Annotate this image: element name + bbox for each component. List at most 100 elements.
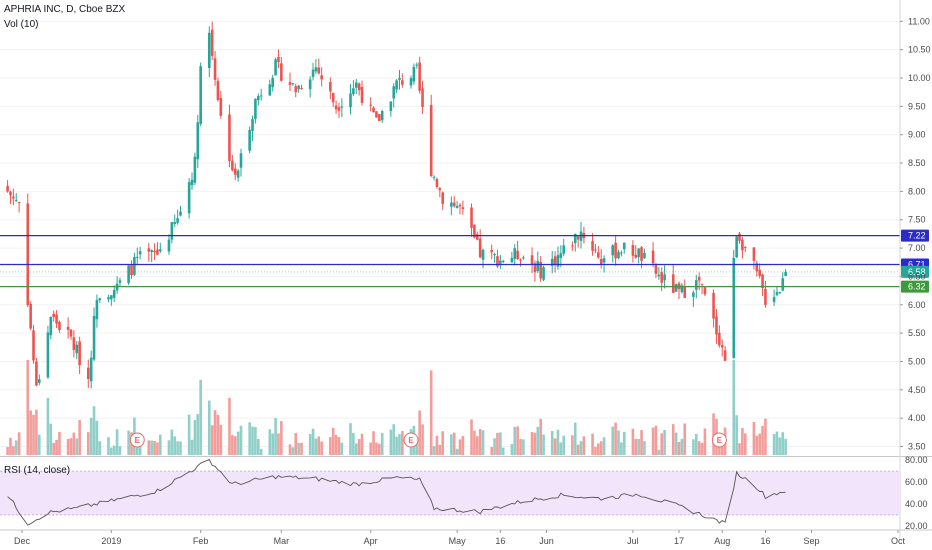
volume-bar	[311, 428, 315, 455]
candle-body	[190, 180, 194, 186]
volume-bar	[233, 436, 237, 455]
volume-bar	[738, 443, 741, 455]
volume-bar	[651, 427, 655, 455]
candle-body	[75, 344, 79, 354]
volume-bar	[435, 435, 439, 455]
price-tick-label: 11.00	[908, 16, 930, 26]
volume-bar	[110, 447, 113, 455]
price-tick-label: 6.00	[908, 300, 926, 310]
candle-body	[651, 250, 655, 264]
volume-bar	[167, 440, 171, 455]
volume-bar	[291, 447, 295, 455]
volume-bar	[274, 417, 277, 455]
candle-body	[311, 69, 315, 77]
rsi-legend[interactable]: RSI (14, close)	[4, 465, 70, 476]
earnings-marker[interactable]	[711, 432, 727, 448]
candle-body	[248, 129, 251, 151]
candle-body	[95, 300, 99, 320]
volume-bar	[712, 413, 715, 455]
time-tick-label: Apr	[364, 536, 378, 546]
earnings-marker[interactable]	[129, 432, 145, 448]
volume-bar	[418, 410, 421, 455]
candle-body	[196, 122, 200, 160]
candle-body	[778, 291, 782, 293]
volume-bar	[501, 447, 505, 455]
volume-bar	[32, 414, 35, 455]
candle-body	[320, 75, 323, 80]
volume-legend[interactable]: Vol (10)	[4, 19, 38, 30]
volume-bar	[778, 437, 782, 455]
volume-bar	[190, 439, 194, 455]
candle-body	[268, 84, 272, 96]
volume-bar	[582, 436, 586, 455]
candle-body	[435, 179, 439, 187]
earnings-marker[interactable]	[403, 432, 419, 448]
volume-bar	[677, 442, 681, 455]
volume-bar	[92, 406, 96, 455]
volume-bar	[231, 434, 234, 455]
time-tick-label: 17	[674, 536, 684, 546]
price-tick-label: 9.00	[908, 130, 926, 140]
volume-bar	[352, 432, 355, 455]
candle-body	[187, 182, 191, 214]
candle-body	[493, 254, 496, 256]
volume-bar	[153, 440, 156, 455]
candle-body	[297, 85, 300, 90]
candle-body	[14, 199, 18, 201]
candle-body	[743, 247, 747, 249]
candle-body	[475, 234, 479, 240]
candle-body	[663, 274, 666, 281]
candle-body	[597, 252, 600, 258]
candle-body	[340, 106, 344, 108]
symbol-legend[interactable]: APHRIA INC, D, Cboe BZX	[4, 4, 125, 15]
volume-bar	[159, 434, 162, 455]
volume-bar	[398, 434, 401, 455]
volume-bar	[219, 424, 223, 455]
candle-body	[199, 66, 202, 124]
volume-bar	[329, 437, 332, 455]
candle-body	[438, 188, 442, 191]
volume-bar	[743, 433, 747, 455]
time-axis[interactable]: Dec 2019 Feb Mar Apr May 16 Jun Jul 17 Aug 16 Sep Oct	[14, 530, 906, 546]
candle-body	[671, 274, 675, 293]
candle-body	[398, 77, 401, 80]
candle-body	[233, 168, 237, 175]
price-tick-label: 6.50	[908, 271, 926, 281]
time-tick-label: 2019	[101, 536, 121, 546]
volume-bar	[640, 430, 643, 455]
volume-bar	[46, 397, 50, 455]
candle-body	[395, 80, 398, 90]
candle-body	[69, 329, 73, 337]
volume-bar	[115, 429, 119, 455]
candle-body	[360, 86, 364, 103]
candle-body	[29, 303, 32, 329]
volume-bar	[228, 397, 231, 455]
candle-body	[697, 276, 701, 281]
candle-body	[110, 295, 113, 300]
volume-bar	[470, 419, 473, 455]
volume-bar	[703, 428, 707, 455]
candle-body	[542, 267, 545, 280]
price-tick-label: 4.00	[908, 413, 926, 423]
candle-body	[219, 98, 223, 116]
price-axis[interactable]: 11.00 10.50 10.00 9.50 9.00 8.50 8.00 7.50 7.00 6…	[899, 0, 931, 540]
candle-body	[576, 236, 580, 240]
candle-body	[501, 260, 505, 262]
candle-body	[519, 259, 522, 261]
volume-bar	[441, 431, 445, 455]
volume-bar	[674, 432, 678, 455]
candle-body	[700, 283, 704, 285]
volume-bar	[617, 430, 620, 455]
candle-body	[421, 88, 424, 107]
volume-bar	[236, 431, 240, 455]
candle-body	[478, 238, 482, 258]
candle-body	[236, 170, 240, 178]
candle-body	[274, 59, 277, 76]
volume-bar	[432, 446, 436, 455]
candle-body	[533, 263, 537, 273]
candle-body	[573, 233, 577, 244]
volume-bar	[86, 432, 90, 455]
volume-bar	[519, 439, 522, 455]
